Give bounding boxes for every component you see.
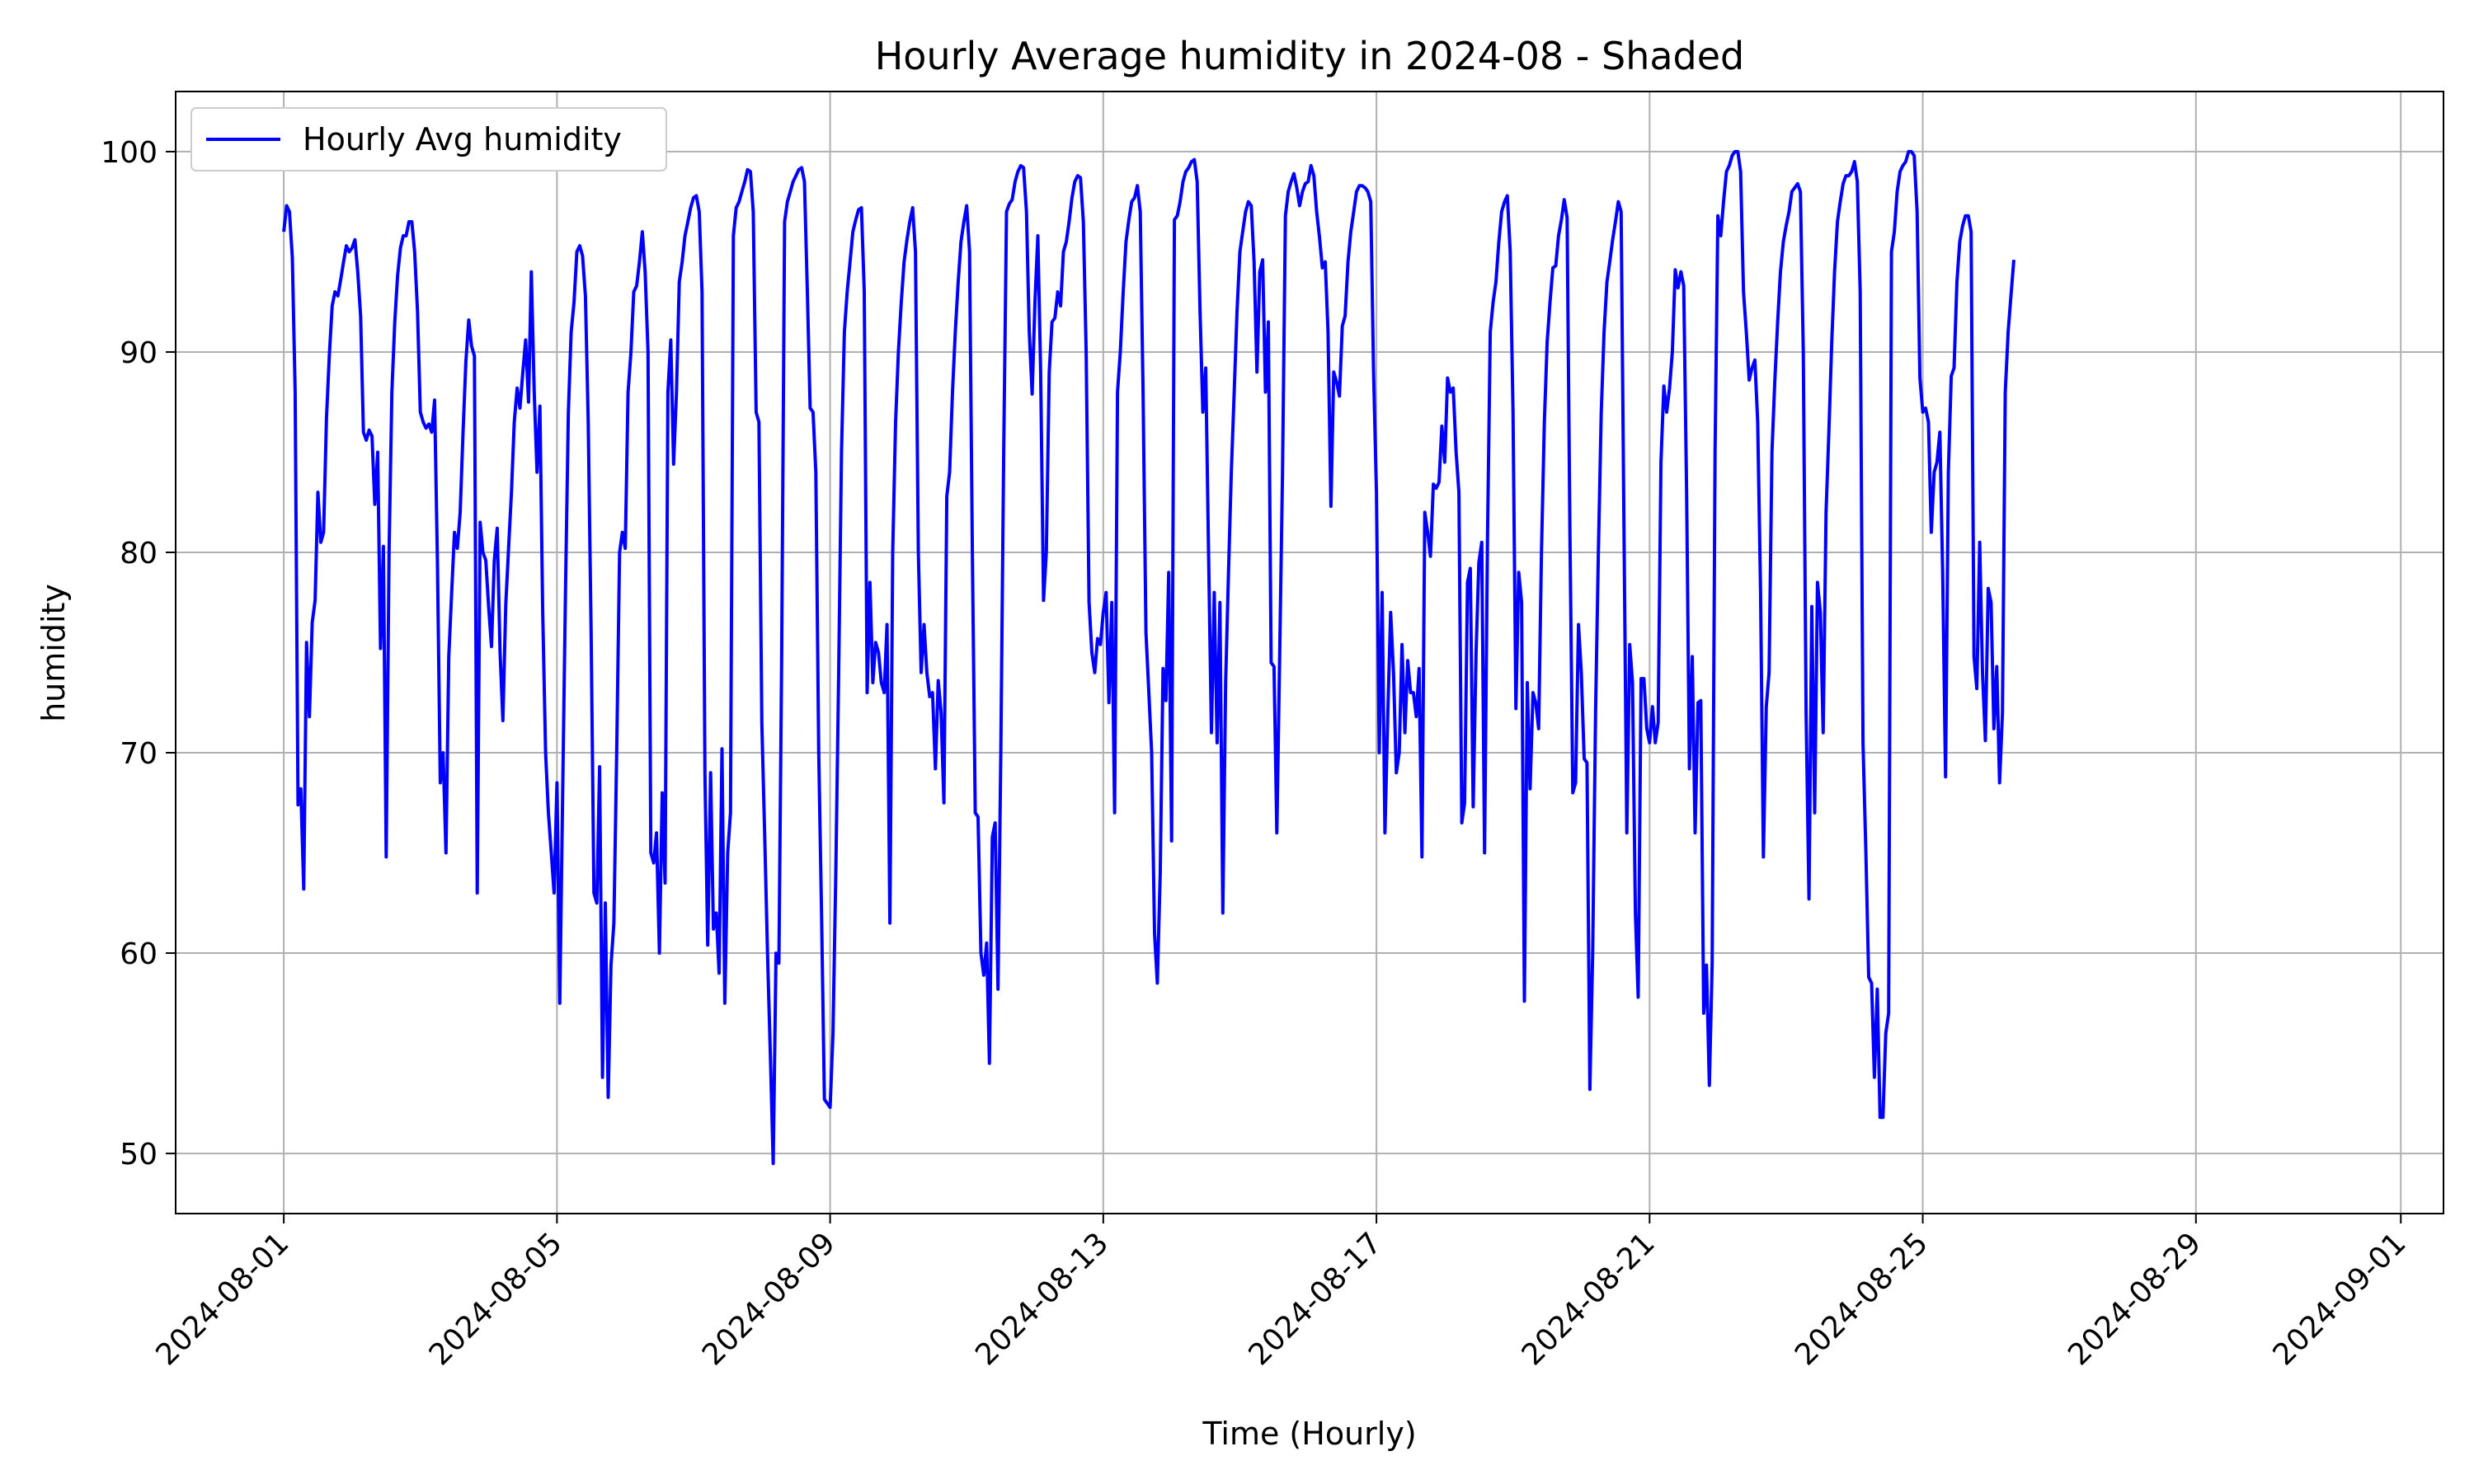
plot-frame (175, 91, 2444, 1214)
legend-box (190, 107, 667, 171)
y-tick-label: 60 (120, 937, 158, 971)
y-tick-label: 70 (120, 737, 158, 771)
x-axis-label: Time (Hourly) (1202, 1416, 1416, 1452)
legend: Hourly Avg humidity (190, 107, 667, 171)
series-line-hourly-avg-humidity (282, 149, 2015, 1166)
y-tick-label: 100 (101, 136, 158, 170)
y-tick-label: 80 (120, 537, 158, 571)
legend-entry-label: Hourly Avg humidity (303, 121, 622, 157)
y-axis-label: humidity (35, 584, 72, 722)
y-tick-label: 50 (120, 1138, 158, 1172)
y-tick-label: 90 (120, 336, 158, 370)
grid (176, 92, 2443, 1214)
chart-title: Hourly Average humidity in 2024-08 - Sha… (875, 34, 1745, 78)
y-axis: 50 60 70 80 90 100 (101, 136, 176, 1172)
